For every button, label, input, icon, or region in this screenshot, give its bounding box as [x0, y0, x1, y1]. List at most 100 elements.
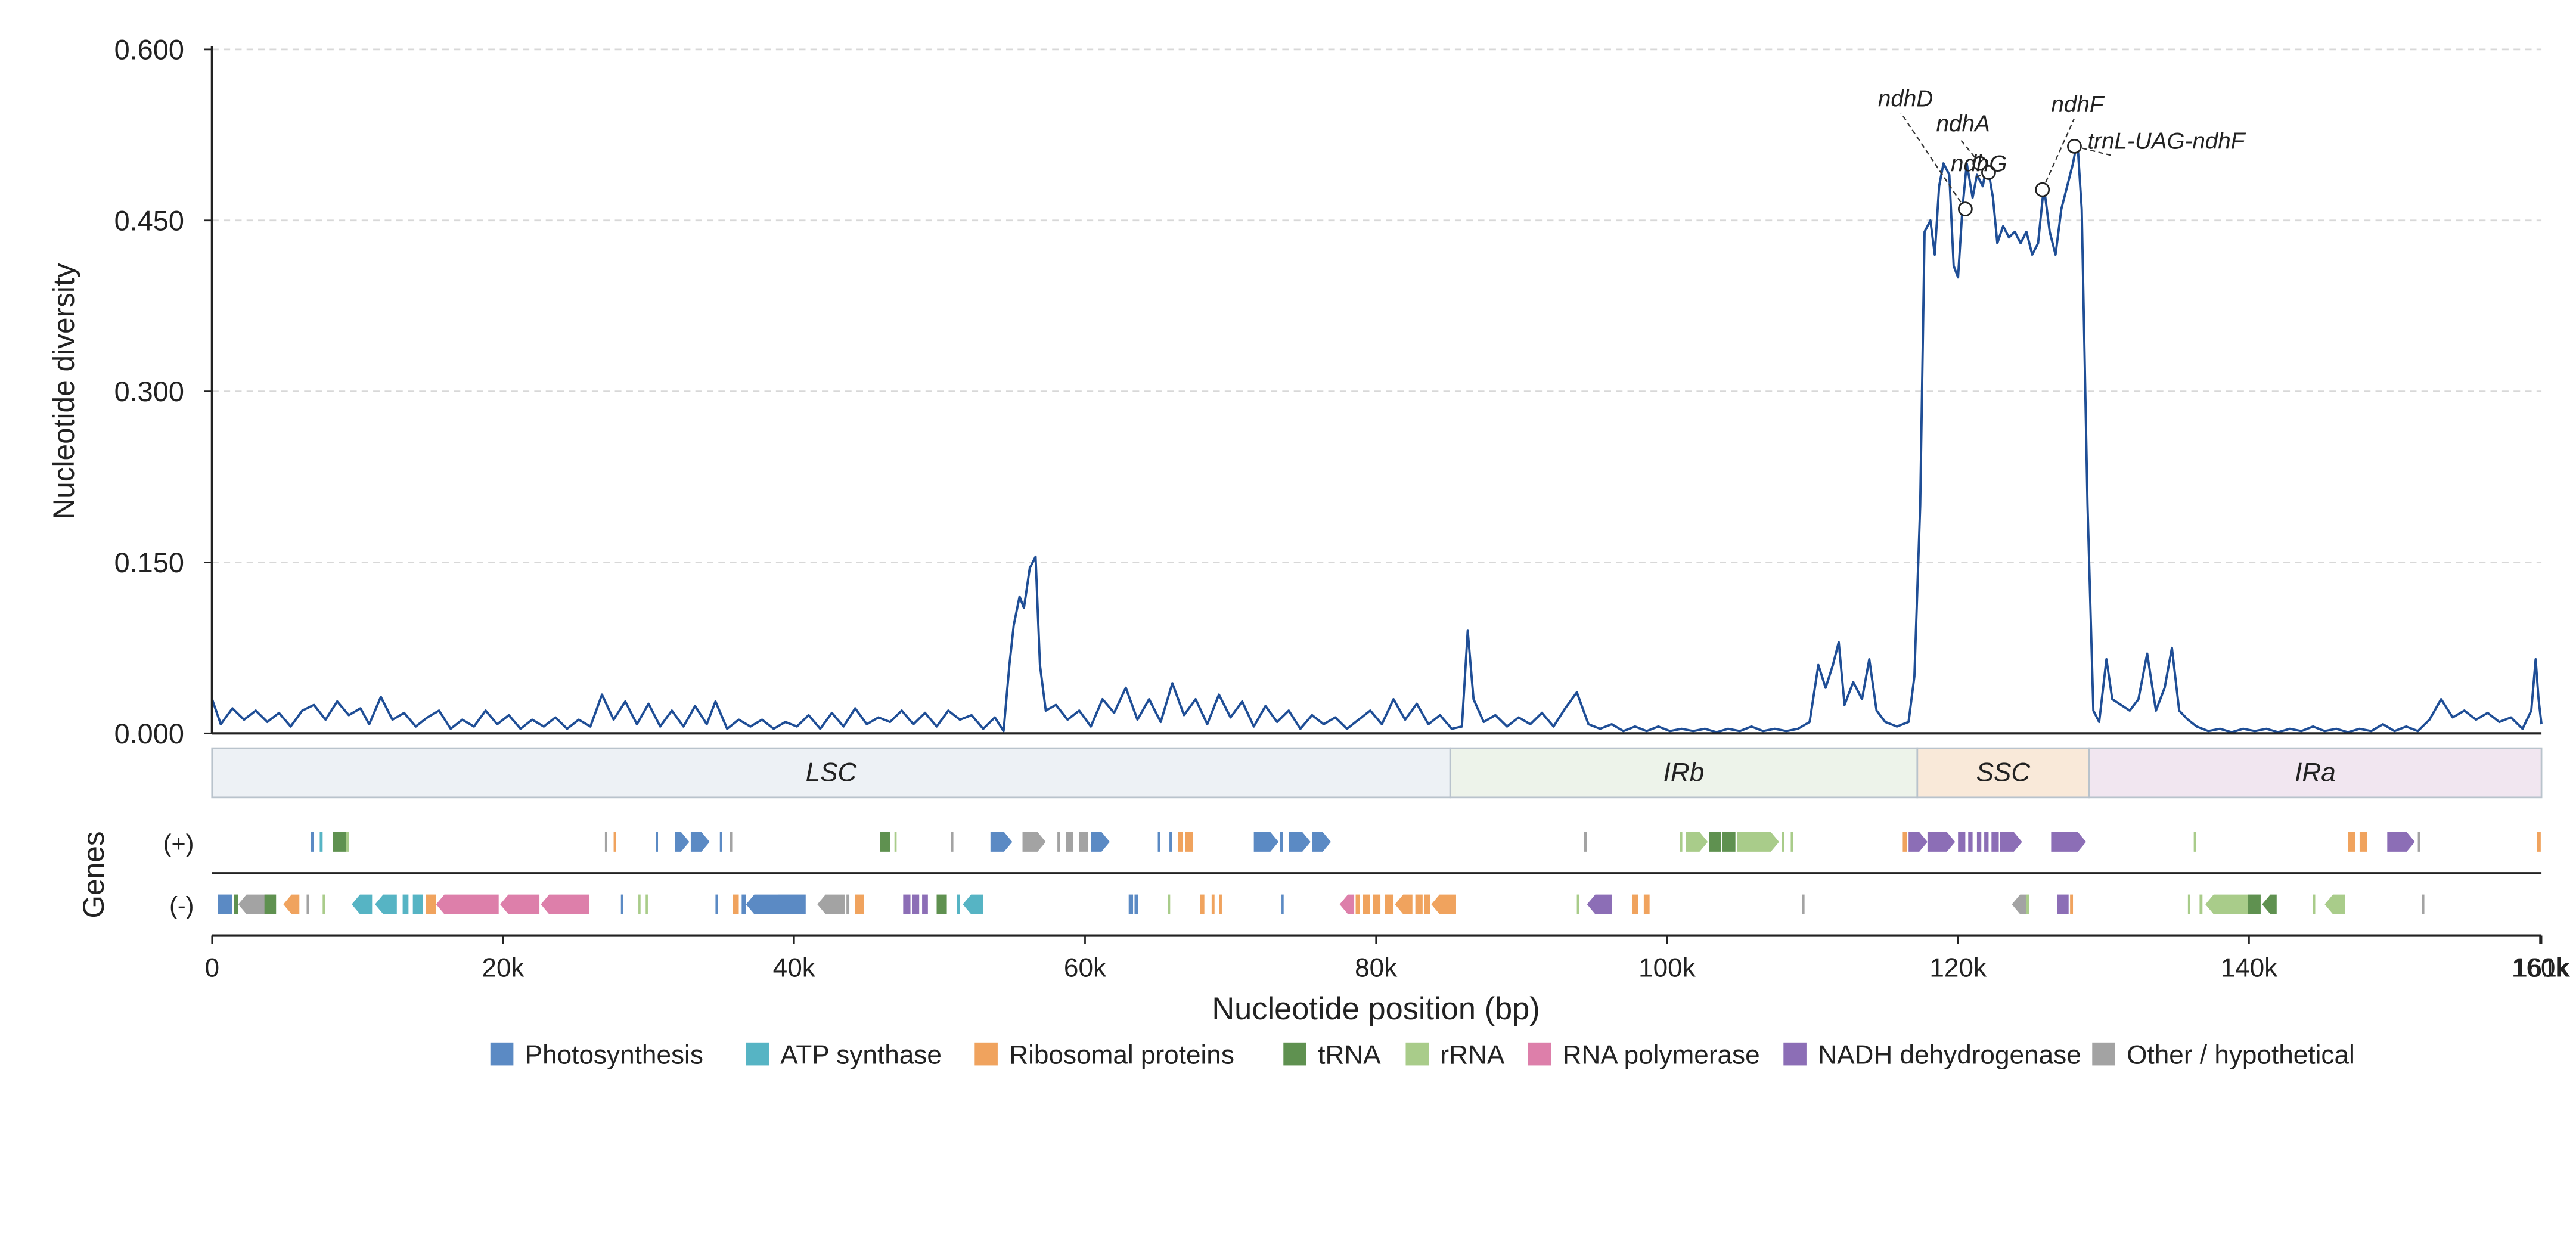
- gene: [620, 894, 623, 914]
- annotation-marker: [1957, 201, 1973, 217]
- region-label: IRb: [1663, 758, 1705, 787]
- gene: [645, 894, 648, 914]
- gene: [221, 894, 232, 914]
- gene: [2422, 894, 2425, 914]
- gene: [2247, 894, 2261, 914]
- y-axis-label: Nucleotide diversity: [47, 263, 80, 519]
- legend-label: Other / hypothetical: [2127, 1041, 2355, 1070]
- gene: [1790, 832, 1793, 852]
- gene: [1157, 832, 1160, 852]
- x-tick-label: 60k: [1064, 953, 1107, 982]
- annotation-leader: [1900, 112, 1966, 210]
- gene: [306, 894, 309, 914]
- gene: [1281, 894, 1284, 914]
- region-ira: [2088, 747, 2543, 799]
- gene: [2000, 832, 2022, 852]
- region-lsc: [211, 747, 1451, 799]
- gene: [1686, 832, 1708, 852]
- gene: [719, 832, 722, 852]
- annotation-marker: [1972, 156, 1988, 171]
- gene: [1168, 894, 1171, 914]
- gene: [880, 832, 890, 852]
- gene: [2057, 894, 2069, 914]
- gene: [1200, 894, 1205, 914]
- gene: [264, 894, 277, 914]
- gene: [817, 894, 845, 914]
- annotation-label: trnL-UAG-ndhF: [2087, 128, 2246, 154]
- gene: [1057, 832, 1060, 852]
- genes-axis-label: Genes: [77, 831, 110, 918]
- gene: [1066, 832, 1073, 852]
- gene: [218, 894, 221, 914]
- y-tick-label: 0.450: [114, 205, 184, 236]
- gene: [1927, 832, 1956, 852]
- region-label: SSC: [1976, 758, 2031, 787]
- gene: [2359, 832, 2367, 852]
- gene: [1128, 894, 1134, 914]
- gene: [412, 894, 423, 914]
- annotation-leader: [1959, 137, 1981, 164]
- gene: [1680, 832, 1683, 852]
- gene: [2012, 894, 2026, 914]
- x-tick-label: 160k: [2512, 953, 2569, 982]
- gene: [951, 832, 954, 852]
- gene: [2537, 832, 2541, 852]
- gene: [1079, 832, 1088, 852]
- gene: [1991, 832, 1999, 852]
- gene: [730, 832, 733, 852]
- gene: [2070, 894, 2074, 914]
- gene: [1643, 894, 1650, 914]
- x-tick-label: 0: [205, 953, 220, 982]
- gene: [2324, 894, 2345, 914]
- gene: [322, 894, 325, 914]
- gene: [903, 894, 911, 914]
- gene: [675, 832, 690, 852]
- gene: [352, 894, 373, 914]
- legend-swatch: [490, 1042, 514, 1066]
- gene: [2051, 832, 2086, 852]
- legend-swatch: [974, 1042, 998, 1066]
- gene: [500, 894, 540, 914]
- legend-swatch: [1283, 1042, 1306, 1066]
- gene: [2348, 832, 2355, 852]
- gene: [375, 894, 397, 914]
- region-bar: LSC IRb SSC IRa: [211, 747, 2543, 799]
- gene: [2187, 894, 2190, 914]
- gene: [638, 894, 641, 914]
- gene: [1709, 832, 1721, 852]
- annotation-marker: [2035, 182, 2050, 197]
- gene: [613, 832, 616, 852]
- annotation-leader: [2074, 145, 2111, 156]
- gene: [1587, 894, 1612, 914]
- gene-track: [212, 832, 2542, 914]
- strand-label-plus: (+): [163, 830, 194, 857]
- gene: [2387, 832, 2415, 852]
- gene: [1219, 894, 1222, 914]
- axes: 0.000 0.150 0.300 0.450 0.600 0 20k 40k 60k 80k 10…: [114, 34, 2571, 982]
- gene: [990, 832, 1013, 852]
- x-tick-label: 80k: [1355, 953, 1398, 982]
- gene: [1576, 894, 1579, 914]
- gene: [1289, 832, 1311, 852]
- gridlines: [212, 48, 2542, 563]
- gene: [1091, 832, 1110, 852]
- y-tick-label: 0.300: [114, 376, 184, 407]
- gene: [1976, 832, 1982, 852]
- gene: [733, 894, 739, 914]
- gene: [690, 832, 710, 852]
- gene: [346, 832, 349, 852]
- gene: [1253, 832, 1279, 852]
- legend-label: tRNA: [1318, 1041, 1381, 1070]
- legend-label: RNA polymerase: [1563, 1041, 1760, 1070]
- gene: [234, 894, 238, 914]
- gene: [311, 832, 314, 852]
- x-axis-label: Nucleotide position (bp): [1212, 992, 1540, 1026]
- legend-swatch: [1405, 1042, 1429, 1066]
- legend-swatch: [1783, 1042, 1807, 1066]
- gene: [911, 894, 920, 914]
- gene: [283, 894, 300, 914]
- gene: [1632, 894, 1638, 914]
- legend-swatch: [2092, 1042, 2115, 1066]
- annotation-label: ndhG: [1951, 151, 2007, 177]
